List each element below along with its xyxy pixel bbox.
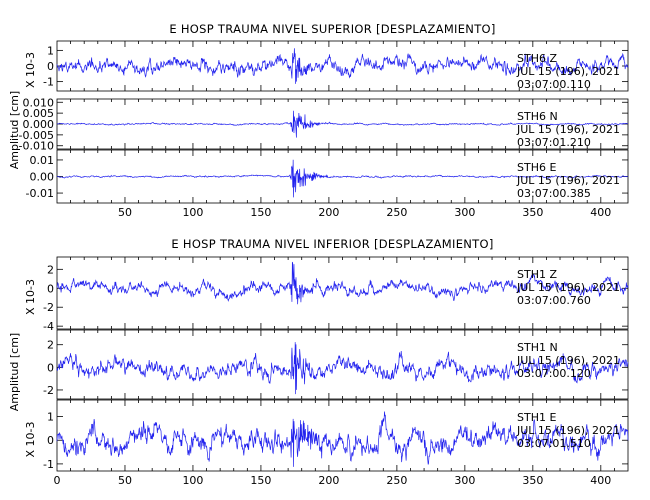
y-tick-label: 0.000 (23, 118, 55, 131)
panel-frames (56, 40, 629, 472)
trace-n (56, 110, 629, 138)
x-tick-label: 300 (454, 474, 475, 487)
x-tick-label: 0 (54, 474, 61, 487)
station-annotation: JUL 15 (196), 2021 (516, 424, 620, 437)
station-annotation: 03:07:00.110 (517, 78, 591, 91)
x-tick-label: 250 (386, 206, 407, 219)
y-tick-label: -1 (43, 458, 54, 471)
chart-title: E HOSP TRAUMA NIVEL INFERIOR [DESPLAZAMI… (171, 237, 493, 251)
y-tick-label: 0.010 (23, 96, 55, 109)
trace-e (56, 159, 629, 198)
x-tick-label: 100 (182, 206, 203, 219)
y-multiplier-label: X 10-3 (24, 52, 37, 88)
y-tick-label: -0.010 (19, 140, 54, 153)
x-tick-label: 50 (118, 474, 132, 487)
station-annotation: JUL 15 (196), 2021 (516, 281, 620, 294)
seismic-traces (56, 48, 629, 467)
y-axis-label: Amplitud [cm] (8, 91, 21, 169)
x-tick-label: 200 (318, 474, 339, 487)
station-annotation: 03:07:00.760 (517, 294, 591, 307)
x-tick-label: 400 (590, 206, 611, 219)
x-tick-label: 350 (522, 206, 543, 219)
y-tick-label: 0 (47, 60, 54, 73)
station-annotation: JUL 15 (196), 2021 (516, 123, 620, 136)
station-annotation: JUL 15 (196), 2021 (516, 174, 620, 187)
station-annotation: 03:07:00.385 (517, 187, 591, 200)
y-tick-label: 0.00 (30, 171, 55, 184)
trace-e (56, 411, 629, 467)
y-axis-label: Amplitud [cm] (8, 333, 21, 411)
y-tick-label: 0.01 (30, 154, 55, 167)
y-multiplier-label: X 10-3 (24, 422, 37, 458)
y-tick-label: 0 (47, 434, 54, 447)
y-multiplier-label: X 10-3 (24, 279, 37, 315)
station-annotation: STH1 N (517, 341, 558, 354)
x-tick-label: 150 (250, 474, 271, 487)
x-tick-label: 50 (118, 206, 132, 219)
station-annotation: STH1 Z (517, 268, 557, 281)
x-tick-label: 250 (386, 474, 407, 487)
y-tick-label: -2 (43, 301, 54, 314)
x-tick-label: 150 (250, 206, 271, 219)
y-tick-label: 0 (47, 282, 54, 295)
station-annotation: JUL 15 (196), 2021 (516, 65, 620, 78)
y-tick-label: -2 (43, 384, 54, 397)
y-tick-label: -4 (43, 320, 54, 333)
station-annotation: JUL 15 (196), 2021 (516, 354, 620, 367)
station-annotation: 03:07:01.510 (517, 437, 591, 450)
y-tick-label: -1 (43, 76, 54, 89)
y-tick-label: -0.005 (19, 129, 54, 142)
figure-labels: E HOSP TRAUMA NIVEL SUPERIOR [DESPLAZAMI… (8, 22, 620, 487)
x-tick-label: 400 (590, 474, 611, 487)
y-tick-label: 2 (47, 339, 54, 352)
station-annotation: STH6 Z (517, 52, 557, 65)
chart-title: E HOSP TRAUMA NIVEL SUPERIOR [DESPLAZAMI… (169, 22, 495, 36)
y-tick-label: 0 (47, 361, 54, 374)
station-annotation: STH1 E (517, 411, 556, 424)
y-tick-label: 2 (47, 263, 54, 276)
trace-z (56, 261, 629, 305)
x-tick-label: 100 (182, 474, 203, 487)
x-tick-label: 350 (522, 474, 543, 487)
y-tick-label: -0.01 (26, 187, 54, 200)
y-tick-label: 1 (47, 411, 54, 424)
station-annotation: STH6 E (517, 161, 556, 174)
x-tick-label: 200 (318, 206, 339, 219)
x-tick-label: 300 (454, 206, 475, 219)
station-annotation: 03:07:01.210 (517, 136, 591, 149)
trace-n (56, 342, 629, 395)
trace-z (56, 48, 629, 84)
station-annotation: 03:07:00.120 (517, 367, 591, 380)
y-tick-label: 0.005 (23, 107, 55, 120)
y-tick-label: 1 (47, 44, 54, 57)
station-annotation: STH6 N (517, 110, 558, 123)
